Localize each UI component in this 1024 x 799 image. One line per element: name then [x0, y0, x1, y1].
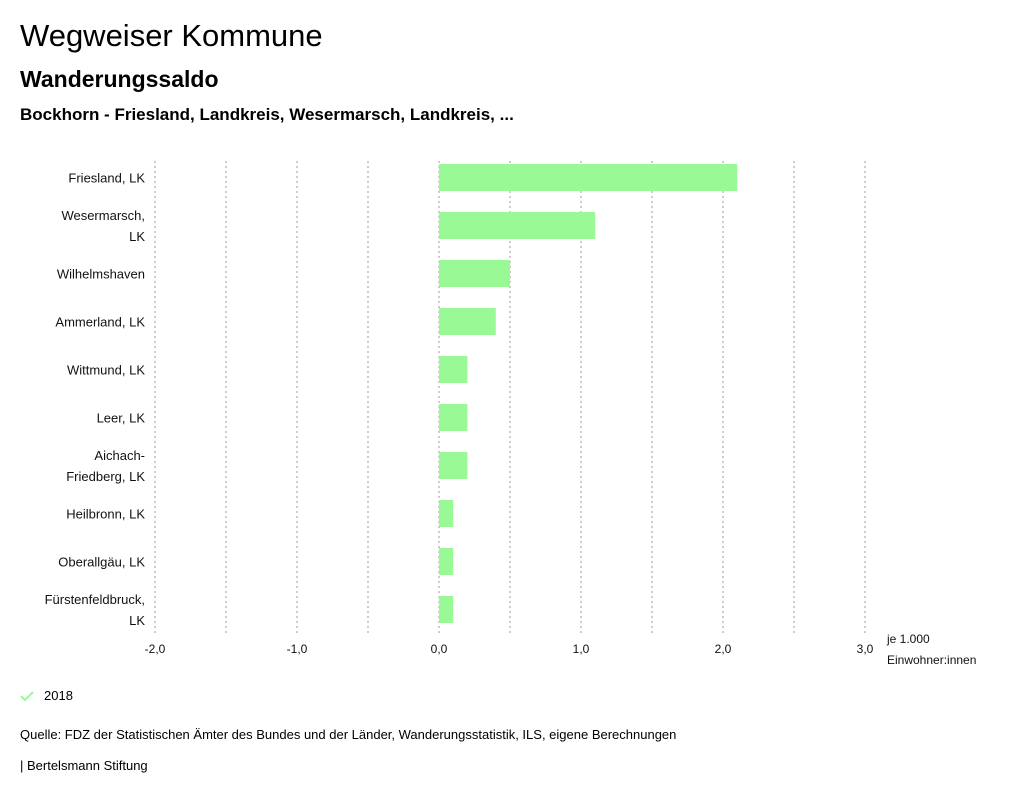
bar	[439, 260, 510, 287]
category-label: Wesermarsch,	[61, 208, 145, 223]
x-tick-label: 1,0	[573, 642, 590, 656]
x-axis-label: je 1.000	[886, 632, 930, 646]
category-label: LK	[129, 229, 145, 244]
bar	[439, 404, 468, 431]
bar	[439, 452, 468, 479]
chart-subtitle: Wanderungssaldo	[20, 66, 219, 92]
category-label: Heilbronn, LK	[66, 507, 145, 522]
x-tick-label: -1,0	[287, 642, 308, 656]
x-tick-label: 3,0	[857, 642, 874, 656]
category-label: Wilhelmshaven	[57, 267, 145, 282]
bar	[439, 500, 454, 527]
x-tick-label: 2,0	[715, 642, 732, 656]
category-label: Leer, LK	[97, 411, 146, 426]
category-label: Friedberg, LK	[66, 469, 145, 484]
bar	[439, 164, 738, 191]
bar	[439, 596, 454, 623]
bar	[439, 308, 496, 335]
legend[interactable]: 2018	[20, 688, 73, 703]
x-axis-label: Einwohner:innen	[887, 653, 976, 667]
legend-label: 2018	[44, 688, 73, 703]
bar-chart: Friesland, LK Wesermarsch, LK Wilhelmshaven…	[45, 161, 976, 667]
category-label: Friesland, LK	[68, 171, 145, 186]
category-label: Wittmund, LK	[67, 363, 145, 378]
category-label: Ammerland, LK	[55, 315, 145, 330]
bar	[439, 548, 454, 575]
x-tick-label: 0,0	[431, 642, 448, 656]
bar	[439, 356, 468, 383]
category-label: LK	[129, 613, 145, 628]
x-tick-label: -2,0	[145, 642, 166, 656]
page-title: Wegweiser Kommune	[20, 18, 323, 53]
publisher-note: | Bertelsmann Stiftung	[20, 758, 148, 773]
source-note: Quelle: FDZ der Statistischen Ämter des …	[20, 727, 677, 742]
category-label: Aichach-	[94, 448, 145, 463]
bar	[439, 212, 596, 239]
region-selection[interactable]: Bockhorn - Friesland, Landkreis, Weserma…	[20, 105, 514, 124]
category-label: Oberallgäu, LK	[58, 555, 145, 570]
category-label: Fürstenfeldbruck,	[45, 592, 145, 607]
check-icon	[20, 690, 34, 701]
